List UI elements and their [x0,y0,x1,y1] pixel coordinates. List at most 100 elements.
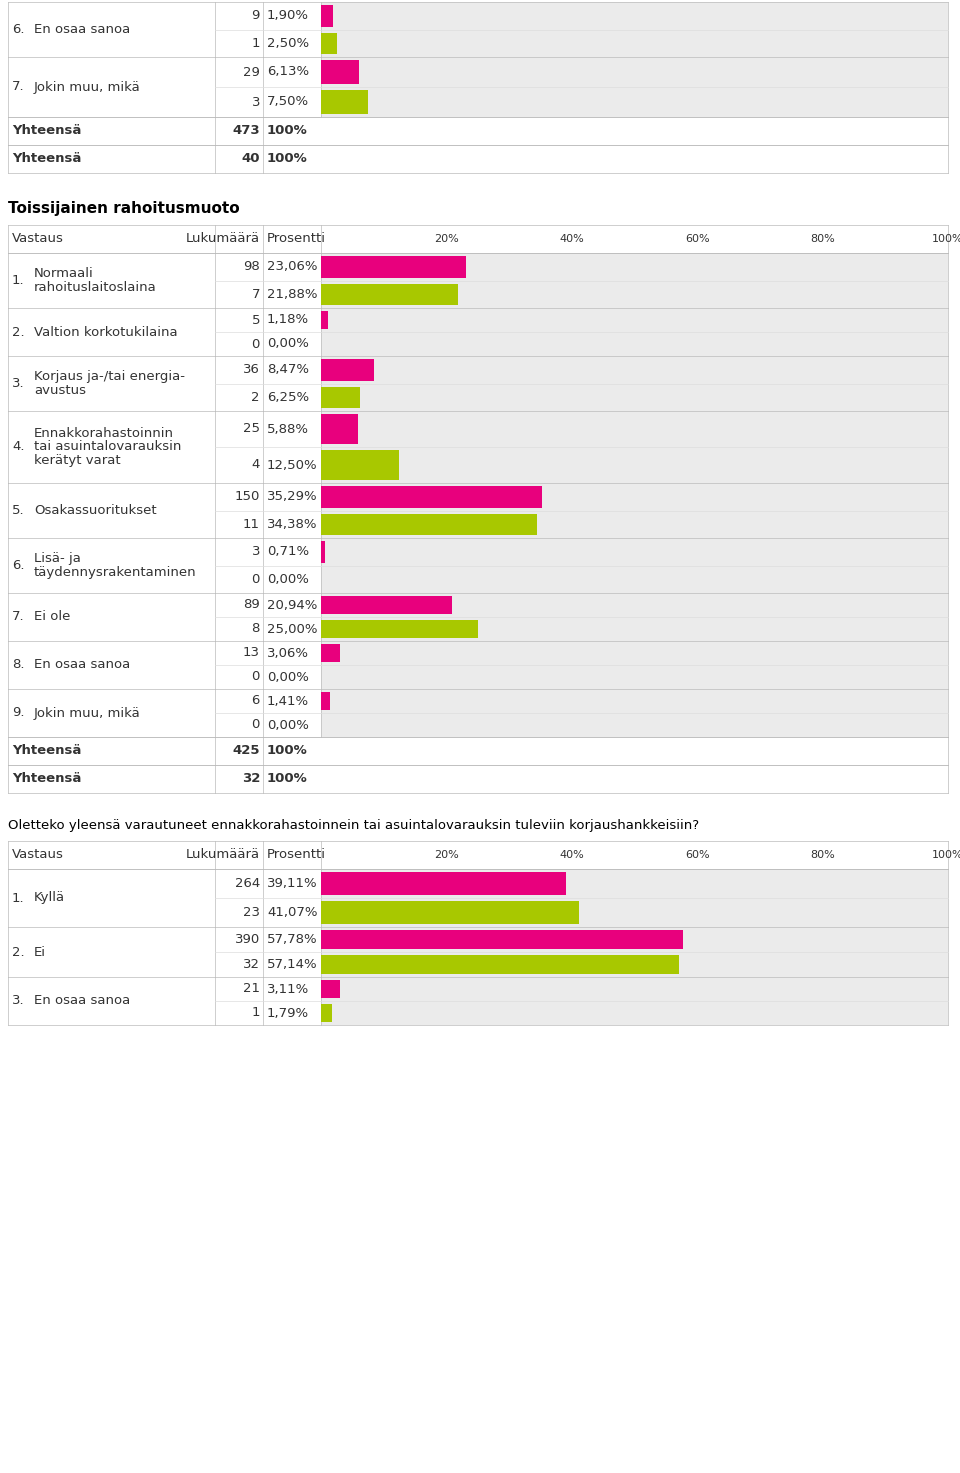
Bar [8,116,948,144]
Bar [321,87,948,116]
Text: 7.: 7. [12,81,25,93]
Text: Vastaus: Vastaus [12,233,64,246]
Text: tai asuintalovarauksin: tai asuintalovarauksin [34,440,181,454]
Bar [8,308,948,356]
Text: 35,29%: 35,29% [267,491,318,504]
Text: Yhteensä: Yhteensä [12,772,82,785]
Text: 150: 150 [234,491,260,504]
Bar [8,538,948,594]
Bar [8,57,948,116]
Text: 425: 425 [232,744,260,757]
Text: 11: 11 [243,517,260,530]
Text: 1.: 1. [12,891,25,904]
Text: 23: 23 [243,906,260,919]
Text: Lukumäärä: Lukumäärä [186,848,260,862]
Text: 7: 7 [252,287,260,300]
Bar [321,1002,948,1025]
Text: 1,18%: 1,18% [267,314,309,327]
Text: 2.: 2. [12,946,25,959]
Text: 3,11%: 3,11% [267,982,309,996]
Text: 3: 3 [252,545,260,558]
Text: 3,06%: 3,06% [267,647,309,660]
Bar [321,446,948,483]
Text: 39,11%: 39,11% [267,876,318,890]
Text: 23,06%: 23,06% [267,261,318,274]
Text: Lisä- ja: Lisä- ja [34,552,81,566]
Text: Jokin muu, mikä: Jokin muu, mikä [34,81,141,93]
Text: Toissijainen rahoitusmuoto: Toissijainen rahoitusmuoto [8,202,240,217]
Bar [321,1,948,29]
Text: 2.: 2. [12,326,25,339]
Bar [321,356,948,383]
Text: 34,38%: 34,38% [267,517,318,530]
Text: 100%: 100% [267,125,308,137]
Text: En osaa sanoa: En osaa sanoa [34,994,131,1008]
Text: 0: 0 [252,573,260,586]
Text: En osaa sanoa: En osaa sanoa [34,658,131,672]
Text: Yhteensä: Yhteensä [12,744,82,757]
Text: Ei: Ei [34,946,46,959]
Bar [8,594,948,641]
Text: Ennakkorahastoinnin: Ennakkorahastoinnin [34,427,174,440]
Bar [8,689,948,736]
Bar [321,641,948,664]
Text: 25,00%: 25,00% [267,623,318,635]
Bar [8,483,948,538]
Text: kerätyt varat: kerätyt varat [34,454,121,467]
Text: 0,00%: 0,00% [267,573,309,586]
Text: Vastaus: Vastaus [12,848,64,862]
Text: 98: 98 [243,261,260,274]
Text: 21: 21 [243,982,260,996]
Bar [321,308,948,331]
Bar [321,1005,332,1022]
Text: Prosentti: Prosentti [267,233,326,246]
Text: Kyllä: Kyllä [34,891,65,904]
Bar [321,594,948,617]
Text: 32: 32 [242,772,260,785]
Text: 264: 264 [235,876,260,890]
Text: 4: 4 [252,458,260,471]
Bar [321,597,452,614]
Text: Ei ole: Ei ole [34,610,70,623]
Text: 5: 5 [252,314,260,327]
Text: 60%: 60% [684,850,709,860]
Bar [321,253,948,280]
Text: 21,88%: 21,88% [267,287,318,300]
Text: Jokin muu, mikä: Jokin muu, mikä [34,707,141,719]
Bar [321,955,680,974]
Text: 60%: 60% [684,234,709,245]
Bar [321,538,948,566]
Bar [321,486,542,508]
Bar [321,899,948,927]
Text: 20,94%: 20,94% [267,598,318,611]
Bar [321,283,458,305]
Text: 20%: 20% [434,850,459,860]
Text: Osakassuoritukset: Osakassuoritukset [34,504,156,517]
Text: Korjaus ja-/tai energia-: Korjaus ja-/tai energia- [34,370,185,383]
Text: Lukumäärä: Lukumäärä [186,233,260,246]
Bar [8,841,948,869]
Bar [8,1,948,57]
Text: 7.: 7. [12,610,25,623]
Text: 1,41%: 1,41% [267,694,309,707]
Bar [321,541,325,563]
Text: 0,00%: 0,00% [267,719,309,732]
Text: täydennysrakentaminen: täydennysrakentaminen [34,566,197,579]
Bar [321,60,359,84]
Text: 0: 0 [252,719,260,732]
Text: 6.: 6. [12,24,25,35]
Bar [321,256,466,277]
Bar [321,483,948,511]
Text: 3: 3 [252,96,260,109]
Bar [8,356,948,411]
Text: 6,13%: 6,13% [267,65,309,78]
Text: Valtion korkotukilaina: Valtion korkotukilaina [34,326,178,339]
Text: 100%: 100% [932,850,960,860]
Bar [321,411,948,446]
Bar [321,511,948,538]
Bar [321,449,399,480]
Bar [8,977,948,1025]
Bar [321,57,948,87]
Bar [321,29,948,57]
Bar [321,869,948,899]
